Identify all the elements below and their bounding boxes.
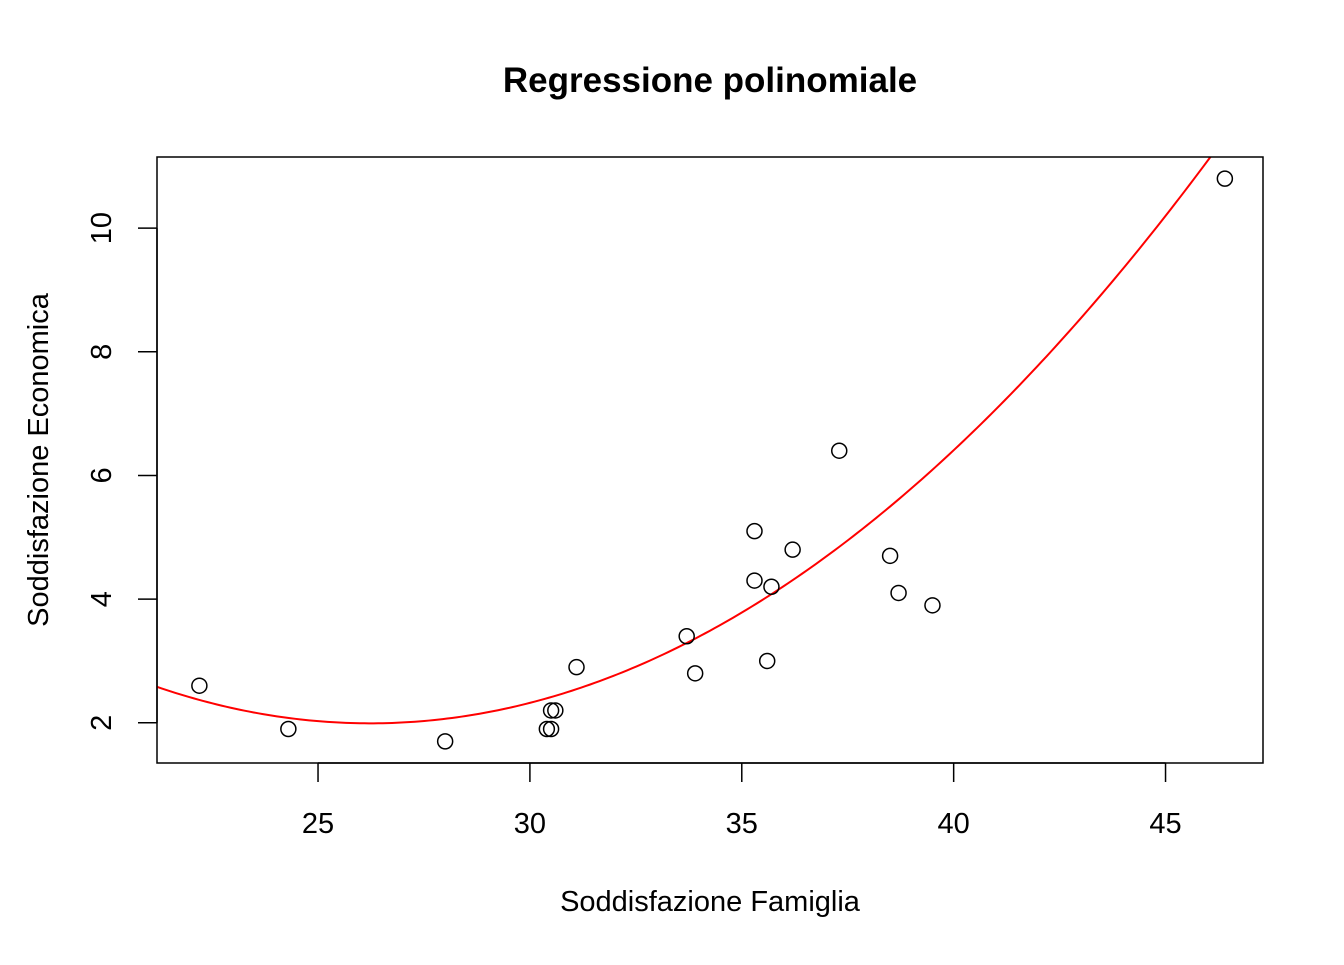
data-point (280, 720, 297, 738)
data-point (1216, 170, 1234, 187)
data-points (191, 170, 1234, 750)
data-point (542, 702, 560, 719)
y-axis: 2 4 6 8 10 (86, 212, 158, 731)
x-tick-label: 30 (514, 808, 546, 840)
data-point (568, 658, 585, 676)
data-point (538, 720, 556, 738)
x-axis-label: Soddisfazione Famiglia (560, 886, 861, 918)
x-tick-label: 40 (938, 808, 970, 840)
chart-title: Regressione polinomiale (503, 61, 917, 100)
x-tick-label: 25 (302, 808, 334, 840)
data-point (746, 572, 763, 589)
y-tick-label: 10 (86, 212, 118, 244)
x-axis: 25 30 35 40 45 (302, 762, 1182, 840)
data-point (758, 652, 776, 670)
data-point (547, 702, 564, 719)
data-point (678, 627, 695, 645)
y-tick-label: 6 (86, 467, 118, 483)
fit-curve (157, 157, 1212, 725)
data-point (784, 541, 801, 558)
fit-curve-group (157, 157, 1212, 725)
data-point (542, 720, 560, 738)
data-point (830, 442, 848, 459)
data-point (191, 677, 208, 694)
data-point (746, 522, 763, 540)
data-point (890, 584, 907, 602)
y-tick-label: 8 (86, 344, 118, 360)
plot-frame (156, 156, 1264, 764)
x-tick-label: 45 (1149, 808, 1181, 840)
x-tick-label: 35 (726, 808, 758, 840)
data-point (763, 578, 780, 596)
data-point (686, 665, 704, 682)
y-tick-label: 4 (86, 591, 118, 607)
y-axis-label: Soddisfazione Economica (23, 292, 55, 627)
data-point (924, 597, 941, 614)
y-tick-label: 2 (86, 715, 118, 731)
data-point (881, 547, 899, 565)
data-point (436, 733, 454, 750)
